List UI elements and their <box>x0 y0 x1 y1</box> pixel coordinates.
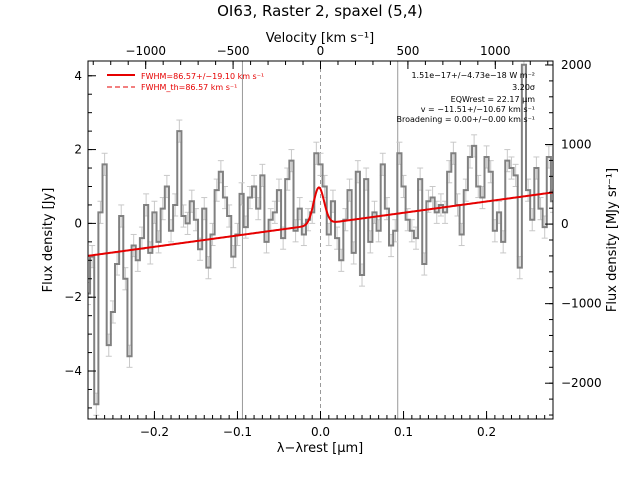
top-tick-label: 500 <box>396 44 419 58</box>
right-tick-label: 1000 <box>561 138 592 152</box>
plot-area <box>88 61 553 419</box>
right-axis-label: Flux density [MJy sr⁻¹] <box>605 168 620 312</box>
x-tick-label: 0.2 <box>477 425 496 439</box>
y-tick-label: 0 <box>74 216 82 230</box>
gaussian-fit-line <box>88 186 553 257</box>
right-tick-label: −2000 <box>561 376 602 390</box>
x-tick-label: 0.0 <box>311 425 330 439</box>
annotation-line-flux: 1.51e−17+/−4.73e−18 W m⁻² <box>411 71 535 80</box>
legend-label-thermal: FWHM_th=86.57 km s⁻¹ <box>141 83 237 92</box>
top-tick-label: 0 <box>317 44 325 58</box>
chart-title: OI63, Raster 2, spaxel (5,4) <box>217 2 423 20</box>
top-tick-label: −500 <box>217 44 250 58</box>
y-tick-label: 4 <box>74 69 82 83</box>
x-axis-label: λ−λrest [μm] <box>277 441 363 456</box>
spectrum-step-line <box>88 63 553 406</box>
axes: −0.2 −0.1 0.0 0.1 0.2 −1000 −500 0 500 1000 −4 −2 0 2… <box>64 44 601 439</box>
x-tick-label: −0.1 <box>223 425 252 439</box>
top-axis-label: Velocity [km s⁻¹] <box>266 31 374 46</box>
legend-label-fit: FWHM=86.57+/−19.10 km s⁻¹ <box>141 72 264 81</box>
y-tick-label: 2 <box>74 143 82 157</box>
right-tick-label: 2000 <box>561 58 592 72</box>
annotation-significance: 3.20σ <box>512 83 535 92</box>
right-tick-label: −1000 <box>561 297 602 311</box>
legend: FWHM=86.57+/−19.10 km s⁻¹ FWHM_th=86.57 … <box>107 72 264 92</box>
fit-annotations: 1.51e−17+/−4.73e−18 W m⁻² 3.20σ EQWrest … <box>397 71 536 124</box>
y-tick-label: −4 <box>64 364 82 378</box>
right-tick-label: 0 <box>561 217 569 231</box>
annotation-broadening: Broadening = 0.00+/−0.00 km s⁻¹ <box>397 115 535 124</box>
x-tick-label: 0.1 <box>394 425 413 439</box>
x-tick-label: −0.2 <box>140 425 169 439</box>
top-tick-label: 1000 <box>480 44 511 58</box>
y-tick-label: −2 <box>64 290 82 304</box>
top-tick-label: −1000 <box>125 44 166 58</box>
annotation-eqw: EQWrest = 22.17 μm <box>451 95 536 104</box>
annotation-velocity: v = −11.51+/−10.67 km s⁻¹ <box>421 105 535 114</box>
y-axis-label: Flux density [Jy] <box>41 188 56 293</box>
